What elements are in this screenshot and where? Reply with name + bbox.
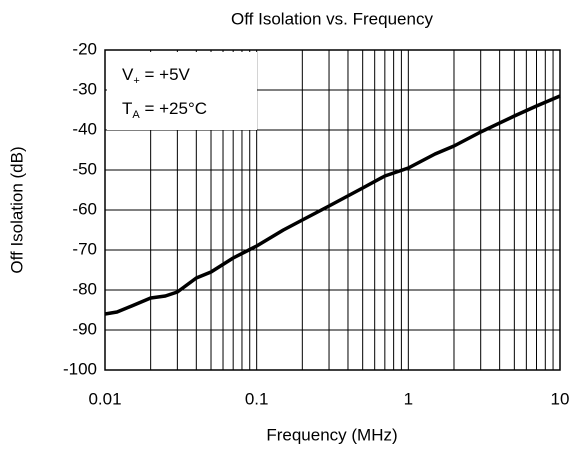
annotation-sub: + [133, 75, 139, 87]
data-line [104, 94, 561, 316]
x-tick-label: 10 [551, 389, 570, 408]
x-tick-label: 1 [404, 389, 413, 408]
annotation: TA = +25°C [122, 99, 207, 120]
y-tick-label: -30 [72, 79, 97, 98]
x-tick-label: 0.01 [88, 389, 121, 408]
y-tick-label: -20 [72, 39, 97, 58]
y-tick-label: -90 [72, 319, 97, 338]
annotation-text: = +5V [140, 65, 191, 84]
plot-frame [104, 49, 561, 371]
y-tick-label: -60 [72, 199, 97, 218]
annotation: V+ = +5V [122, 65, 191, 86]
annotation-text: = +25°C [140, 99, 207, 118]
chart-title: Off Isolation vs. Frequency [231, 9, 433, 28]
y-tick-label: -80 [72, 279, 97, 298]
y-tick-label: -50 [72, 159, 97, 178]
annotation-text: T [122, 99, 132, 118]
y-tick-label: -100 [63, 359, 97, 378]
x-tick-label: 0.1 [245, 389, 269, 408]
y-tick-label: -40 [72, 119, 97, 138]
x-axis-label: Frequency (MHz) [266, 425, 397, 444]
y-axis-label: Off Isolation (dB) [7, 146, 26, 273]
annotation-box [107, 52, 257, 130]
y-tick-label: -70 [72, 239, 97, 258]
annotation-sub: A [132, 109, 140, 121]
annotation-text: V [122, 65, 134, 84]
